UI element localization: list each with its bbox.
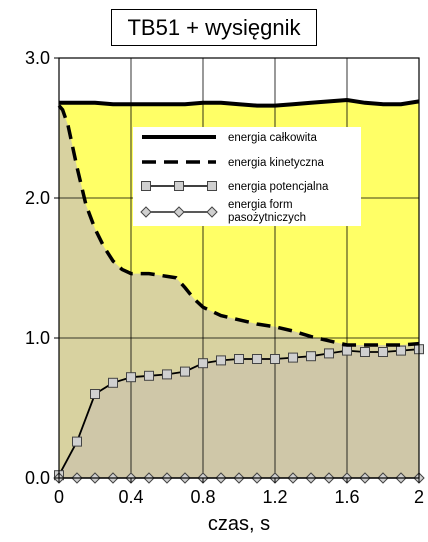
y-tick-label-2: 2.0 [25, 188, 50, 208]
potential-marker-13 [288, 352, 298, 363]
chart-title: TB51 + wysięgnik [111, 9, 317, 46]
area-fills [59, 58, 419, 478]
potential-marker-3 [108, 377, 118, 388]
axis-ticks: 0 0.4 0.8 1.2 1.6 2 0.0 1.0 2.0 3.0 [25, 48, 424, 507]
potential-marker-9 [216, 355, 226, 366]
y-tick-label-1: 1.0 [25, 328, 50, 348]
legend: energia całkowita energia kinetyczna energ… [133, 127, 361, 226]
potential-marker-5 [144, 370, 154, 381]
potential-marker-6 [162, 369, 172, 380]
potential-marker-17 [360, 347, 370, 357]
legend-potential-marker-0 [141, 181, 151, 191]
potential-marker-1 [72, 436, 82, 447]
series-kinetic-energy-line [57, 104, 420, 347]
x-tick-label-4: 1.6 [334, 487, 359, 507]
legend-potential-marker-2 [207, 181, 217, 191]
legend-label-3: energia form [228, 199, 293, 211]
x-axis-label: czas, s [208, 513, 270, 535]
potential-marker-8 [198, 358, 208, 369]
potential-marker-4 [126, 372, 136, 383]
legend-parasitic-marker-1 [173, 206, 185, 218]
potential-marker-19 [396, 345, 406, 356]
series-total-energy-line [59, 97, 420, 108]
legend-box [133, 127, 361, 226]
potential-marker-14 [306, 351, 316, 362]
legend-potential-marker-1 [174, 181, 184, 191]
legend-label-0: energia całkowita [228, 132, 317, 144]
x-tick-label-2: 0.8 [190, 487, 215, 507]
legend-label-3-cont: pasożytniczych [228, 212, 306, 224]
potential-marker-7 [180, 366, 190, 377]
potential-marker-10 [234, 354, 244, 364]
legend-parasitic-marker-2 [206, 206, 218, 218]
potential-marker-16 [342, 345, 352, 356]
x-tick-label-5: 2 [414, 487, 424, 507]
potential-marker-18 [378, 347, 388, 357]
potential-marker-2 [90, 389, 100, 399]
legend-parasitic-marker-0 [140, 206, 152, 218]
y-tick-label-3: 3.0 [25, 48, 50, 68]
y-tick-label-0: 0.0 [25, 468, 50, 488]
potential-marker-11 [252, 354, 262, 364]
legend-label-1: energia kinetyczna [228, 157, 324, 169]
x-tick-label-1: 0.4 [118, 487, 143, 507]
potential-marker-15 [324, 348, 334, 359]
area-potential-energy [59, 349, 419, 478]
plot-frame [58, 57, 420, 479]
x-tick-label-0: 0 [54, 487, 64, 507]
potential-marker-12 [270, 354, 280, 364]
x-tick-label-3: 1.2 [262, 487, 287, 507]
legend-label-2: energia potencjalna [228, 181, 329, 193]
